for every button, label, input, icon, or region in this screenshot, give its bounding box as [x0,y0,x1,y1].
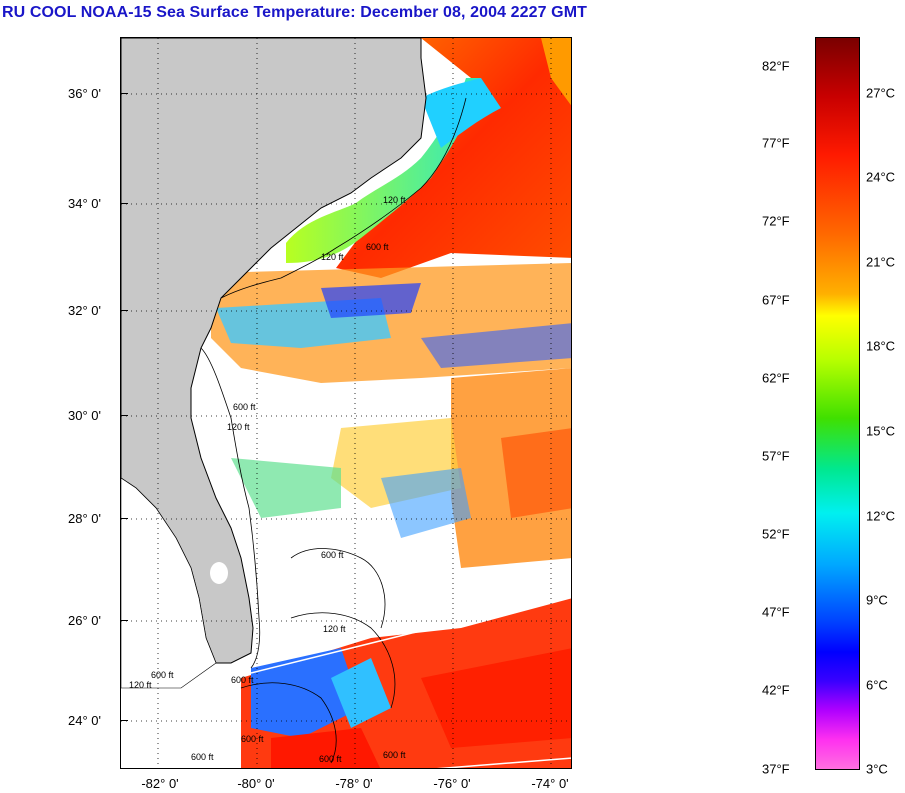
swath-line-2 [436,757,571,768]
lon-label: -78° 0' [335,776,373,791]
contour-label: 600 ft [383,750,406,760]
mid-band-blue [321,283,421,318]
contour-label: 600 ft [231,675,254,685]
fahrenheit-label: 57°F [762,448,790,464]
lat-label: 24° 0' [68,713,101,728]
contour-label: 120 ft [129,680,152,690]
chart-title: RU COOL NOAA-15 Sea Surface Temperature:… [2,4,588,21]
lon-label: -82° 0' [141,776,179,791]
central-blue-patch [381,468,471,538]
contour-label: 600 ft [151,670,174,680]
celsius-label: 6°C [866,677,888,693]
lat-lon-grid [121,38,571,768]
contour-label: 600 ft [319,754,342,764]
contour-label: 120 ft [321,252,344,262]
temperature-colorbar [815,37,860,770]
lat-label: 26° 0' [68,613,101,628]
lat-tick [120,93,128,94]
fahrenheit-label: 77°F [762,135,790,151]
gulf-stream-warm-water [336,38,571,278]
shelf-water [286,78,481,263]
contour-label: 600 ft [233,402,256,412]
contour-label: 120 ft [323,624,346,634]
fahrenheit-label: 42°F [762,682,790,698]
lon-label: -76° 0' [433,776,471,791]
sst-map: 120 ft 600 ft 120 ft 600 ft 120 ft 600 f… [120,37,572,769]
lat-tick [120,620,128,621]
celsius-label: 12°C [866,508,896,524]
sst-map-canvas: 120 ft 600 ft 120 ft 600 ft 120 ft 600 f… [121,38,571,768]
fahrenheit-label: 52°F [762,526,790,542]
south-red-water-2 [271,728,381,768]
celsius-label: 9°C [866,592,888,608]
contour-600ft [220,97,467,299]
lat-label: 28° 0' [68,511,101,526]
celsius-label: 15°C [866,423,896,439]
fahrenheit-label: 47°F [762,604,790,620]
fahrenheit-label: 37°F [762,761,790,777]
contour-cuba [240,682,337,764]
lat-tick [120,518,128,519]
lat-tick [120,310,128,311]
swath-line [250,592,571,674]
contour-label: 600 ft [241,734,264,744]
celsius-label: 27°C [866,85,896,101]
fahrenheit-label: 67°F [762,292,790,308]
lat-tick [120,203,128,204]
lon-label: -74° 0' [531,776,569,791]
contour-label: 600 ft [321,550,344,560]
bahamas-bank-cool [251,648,361,738]
contour-bahamas-1 [290,548,386,629]
contour-label: 120 ft [383,195,406,205]
south-red-water [421,648,571,748]
central-green-band [231,458,341,518]
lat-tick [120,415,128,416]
lake-okeechobee [210,562,228,584]
contour-label: 600 ft [366,242,389,252]
fahrenheit-label: 72°F [762,213,790,229]
celsius-label: 3°C [866,761,888,777]
fahrenheit-label: 62°F [762,370,790,386]
lat-label: 30° 0' [68,408,101,423]
contour-label: 600 ft [191,752,214,762]
celsius-label: 18°C [866,338,896,354]
fahrenheit-label: 82°F [762,58,790,74]
cool-inshore-water [421,78,501,148]
mid-band-blue-2 [421,323,571,368]
lat-label: 34° 0' [68,196,101,211]
lat-label: 32° 0' [68,303,101,318]
east-orange-patch [501,428,571,518]
lat-tick [120,720,128,721]
contour-bahamas-2 [290,612,396,709]
lon-label: -80° 0' [237,776,275,791]
lat-label: 36° 0' [68,86,101,101]
contour-120ft [200,347,261,669]
gulf-of-mexico [121,477,217,689]
bahamas-bank-cyan [331,658,391,728]
contour-label: 120 ft [227,422,250,432]
warm-patch [541,38,571,106]
celsius-label: 21°C [866,254,896,270]
celsius-label: 24°C [866,169,896,185]
